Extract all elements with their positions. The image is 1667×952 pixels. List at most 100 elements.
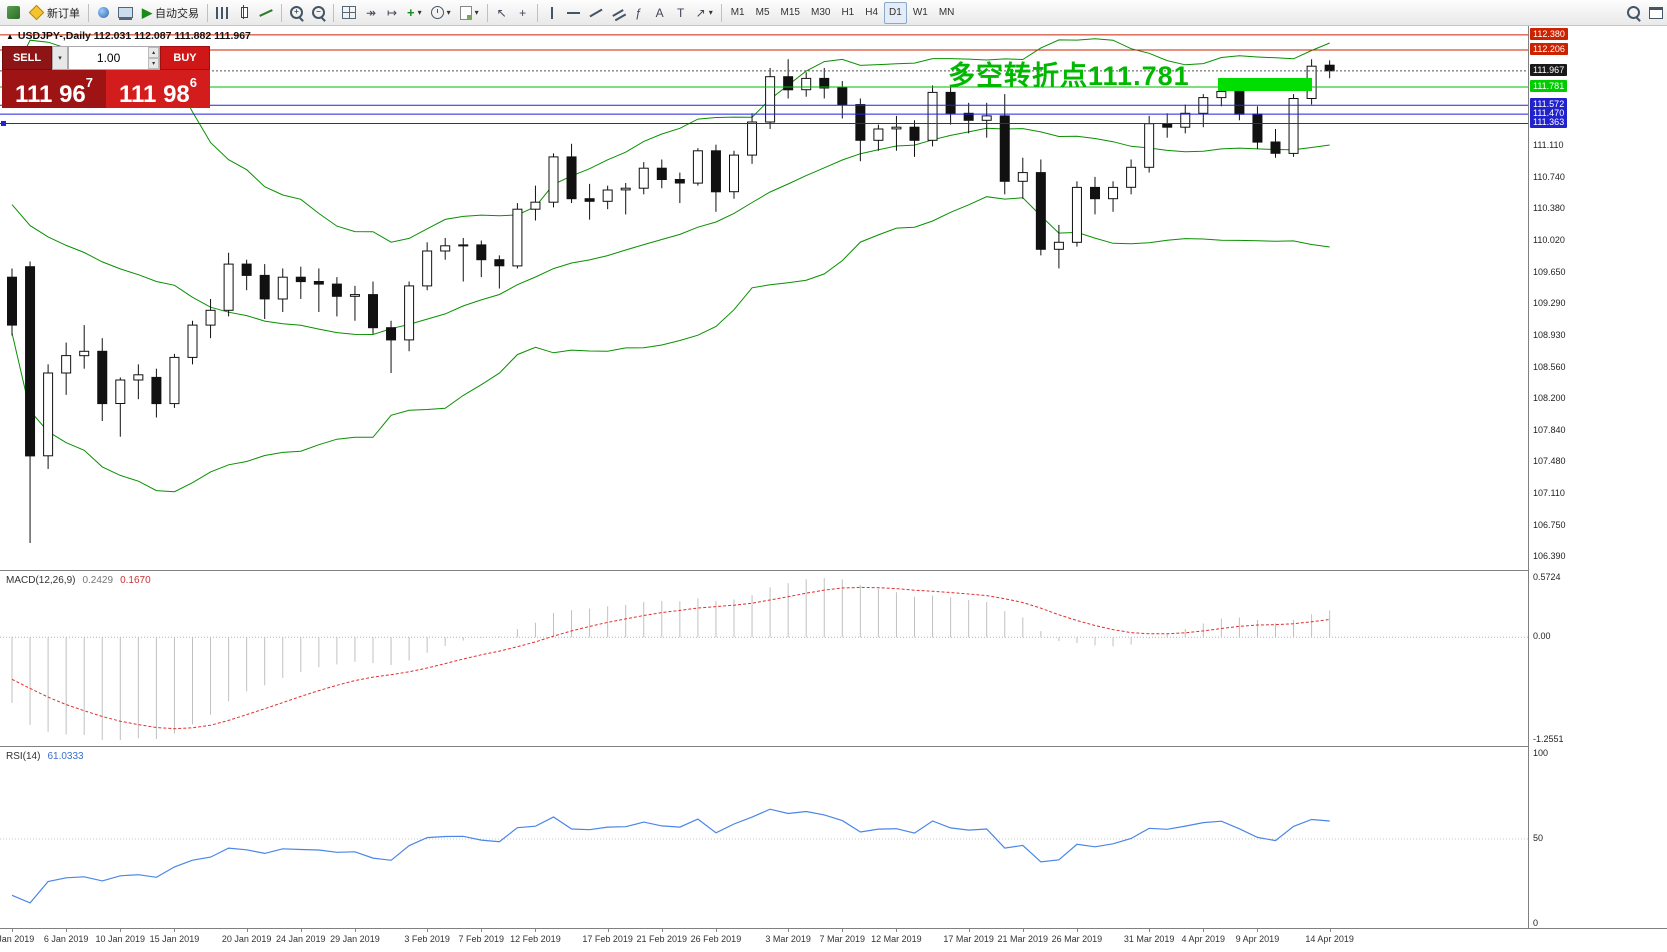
- candle-body: [1053, 241, 1064, 250]
- time-tick: [300, 929, 302, 932]
- candle-body: [187, 324, 198, 358]
- timeframe-m1[interactable]: M1: [726, 2, 750, 24]
- auto-trading-button[interactable]: ▶ 自动交易: [138, 2, 203, 24]
- price-label: 109.290: [1533, 298, 1566, 309]
- timeframe-h1[interactable]: H1: [836, 2, 859, 24]
- timeframe-m30[interactable]: M30: [806, 2, 835, 24]
- arrows-tool-button[interactable]: ↗ ▾: [692, 2, 717, 24]
- rsi-panel[interactable]: RSI(14) 61.0333: [0, 746, 1528, 928]
- timeframe-d1[interactable]: D1: [884, 1, 907, 24]
- volume-input[interactable]: [69, 47, 149, 69]
- timeframe-m5[interactable]: M5: [751, 2, 775, 24]
- date-label: 17 Mar 2019: [943, 934, 994, 944]
- candle-body: [692, 150, 703, 184]
- volume-up-button[interactable]: ▴: [148, 47, 159, 58]
- crosshair-button[interactable]: +: [513, 2, 533, 24]
- candle-body: [945, 91, 956, 114]
- crosshair-icon: +: [519, 5, 527, 20]
- time-tick: [12, 929, 13, 932]
- price-axis[interactable]: 111.110 110.740 110.380 110.020 109.650 109.2…: [1528, 26, 1667, 928]
- time-tick: [1203, 929, 1205, 932]
- chart-window-icon: [118, 7, 133, 18]
- chart-window-button[interactable]: [114, 2, 137, 24]
- fibonacci-button[interactable]: ƒ: [629, 2, 649, 24]
- horizontal-line-button[interactable]: [563, 2, 584, 24]
- chart-shift-button[interactable]: ↦: [382, 2, 402, 24]
- sell-price-button[interactable]: 111 967: [2, 70, 106, 108]
- zoom-in-button[interactable]: +: [286, 2, 307, 24]
- trendline-button[interactable]: [585, 2, 607, 24]
- candle-body: [1324, 64, 1335, 72]
- app-icon[interactable]: [3, 2, 24, 24]
- price-label: 110.020: [1533, 234, 1565, 245]
- new-order-button[interactable]: 新订单: [25, 2, 84, 24]
- candle-body: [1180, 112, 1191, 128]
- auto-trading-icon: ▶: [142, 5, 152, 20]
- timeframe-w1[interactable]: W1: [908, 2, 933, 24]
- candle-body: [440, 245, 451, 252]
- data-window-button[interactable]: [1645, 2, 1667, 24]
- buy-price-button[interactable]: 111 986: [106, 70, 210, 108]
- channel-button[interactable]: [608, 2, 628, 24]
- zoom-out-button[interactable]: −: [308, 2, 329, 24]
- price-label: 106.390: [1533, 550, 1566, 561]
- tile-windows-button[interactable]: [338, 2, 360, 24]
- templates-button[interactable]: ▾: [456, 2, 483, 24]
- candle-body: [349, 294, 360, 297]
- time-tick: [661, 929, 663, 932]
- candle-body: [386, 327, 397, 341]
- vertical-line-button[interactable]: [542, 2, 562, 24]
- toolbar-label: MN: [938, 7, 955, 18]
- bar-chart-type-button[interactable]: [212, 2, 233, 24]
- data-window-icon: [1649, 6, 1663, 19]
- label-tool-button[interactable]: T: [671, 2, 691, 24]
- candlestick-type-button[interactable]: [234, 2, 254, 24]
- horizontal-line-icon: [566, 11, 580, 14]
- market-watch-button[interactable]: [93, 2, 113, 24]
- toolbar-separator: [486, 3, 488, 22]
- time-tick: [842, 929, 844, 932]
- one-click-prices-row: 111 967 111 986: [2, 70, 210, 108]
- volume-spinner: ▴ ▾: [148, 47, 159, 69]
- candle-body: [368, 294, 378, 329]
- pivot-zone-highlight[interactable]: [1218, 78, 1312, 91]
- auto-scroll-button[interactable]: ↠: [361, 2, 381, 24]
- date-label: 7 Feb 2019: [458, 934, 505, 944]
- candle-body: [530, 201, 541, 210]
- sell-button[interactable]: SELL: [2, 46, 52, 70]
- candle-body: [891, 126, 902, 130]
- indicator-value-label: 0: [1533, 918, 1539, 928]
- date-label: 31 Mar 2019: [1123, 934, 1175, 944]
- volume-down-button[interactable]: ▾: [148, 58, 159, 69]
- macd-panel[interactable]: MACD(12,26,9) 0.2429 0.1670: [0, 570, 1528, 746]
- order-options-dropdown[interactable]: ▾: [52, 46, 68, 70]
- text-tool-button[interactable]: A: [650, 2, 670, 24]
- price-tag: 112.206: [1530, 42, 1568, 55]
- arrows-tool-icon: ↗: [695, 5, 706, 20]
- candle-body: [404, 285, 415, 341]
- line-selection-handle[interactable]: [1, 120, 6, 126]
- timeframe-m15[interactable]: M15: [776, 2, 805, 24]
- caret-down-icon: ▾: [446, 8, 451, 17]
- toolbar-label: M30: [810, 7, 831, 18]
- indicators-button[interactable]: + ▾: [403, 2, 426, 24]
- date-label: 6 Jan 2019: [43, 934, 89, 944]
- timeframe-mn[interactable]: MN: [934, 2, 960, 24]
- price-tag: 111.967: [1530, 63, 1568, 76]
- candle-body: [638, 167, 649, 189]
- cursor-button[interactable]: ↖: [492, 2, 512, 24]
- toolbar-label: 新订单: [47, 7, 80, 20]
- periods-button[interactable]: ▾: [427, 2, 455, 24]
- zoom-in-icon: +: [290, 6, 303, 19]
- macd-plot: [0, 578, 1528, 740]
- buy-button[interactable]: BUY: [160, 46, 210, 70]
- candle-body: [259, 274, 270, 300]
- candle-body: [7, 276, 17, 326]
- price-chart-panel[interactable]: ▲ USDJPY-,Daily 112.031 112.087 111.882 1…: [0, 26, 1528, 570]
- timeframe-h4[interactable]: H4: [860, 2, 883, 24]
- search-button[interactable]: [1623, 2, 1644, 24]
- candle-body: [295, 276, 306, 283]
- zoom-out-icon: −: [312, 6, 325, 19]
- line-chart-type-button[interactable]: [255, 2, 277, 24]
